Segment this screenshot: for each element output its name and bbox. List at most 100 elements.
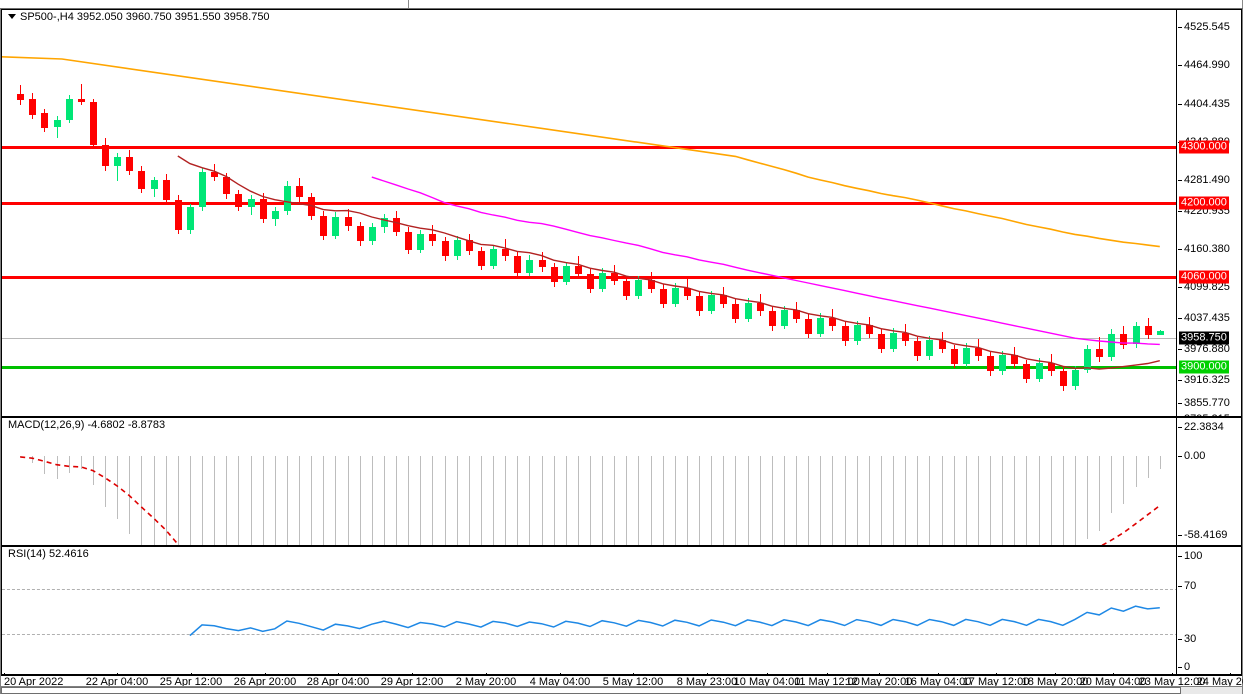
time-axis-label: 17 May 12:00: [962, 676, 1030, 688]
horizontal-scrollbar[interactable]: [1, 686, 1242, 694]
macd-histogram-bar: [81, 456, 82, 470]
candle-body: [29, 98, 36, 115]
candle-body: [805, 318, 812, 334]
candle-wick: [81, 83, 82, 106]
axis-tick: 3855.770: [1178, 397, 1230, 409]
top-strip[interactable]: [0, 0, 1243, 9]
triangle-down-icon[interactable]: [8, 13, 16, 19]
macd-axis[interactable]: 22.3834 0.00 -58.4169: [1176, 418, 1241, 545]
time-axis-tick: [879, 673, 880, 676]
candle-body: [696, 296, 703, 312]
candle-body: [284, 185, 291, 212]
macd-histogram-bar: [638, 456, 639, 545]
time-axis[interactable]: 20 Apr 2022 22 Apr 04:00 25 Apr 12:00 26 Ap…: [1, 673, 1243, 688]
axis-tick: 22.3834: [1178, 421, 1224, 433]
macd-pane[interactable]: 22.3834 0.00 -58.4169 MACD(12,26,9) -4.680…: [1, 417, 1242, 546]
scrollbar-thumb[interactable]: [1, 687, 1181, 694]
candle-body: [817, 317, 824, 334]
price-label-red: 4060.000: [1179, 270, 1229, 284]
time-axis-label: 20 Apr 2022: [4, 676, 64, 688]
candle-body: [866, 325, 873, 334]
axis-tick: 4037.435: [1178, 312, 1230, 324]
macd-histogram-bar: [845, 456, 846, 545]
macd-histogram-bar: [105, 456, 106, 507]
candle-body: [769, 311, 776, 327]
macd-histogram-bar: [857, 456, 858, 545]
macd-histogram-bar: [529, 456, 530, 545]
macd-histogram-bar: [32, 456, 33, 464]
price-chart-pane[interactable]: 4525.5454464.9904404.4354343.8804281.490…: [1, 9, 1242, 417]
candle-body: [720, 295, 727, 304]
candle-body: [902, 332, 909, 342]
candle-body: [660, 288, 667, 304]
macd-histogram-bar: [590, 456, 591, 545]
price-axis[interactable]: 4525.5454464.9904404.4354343.8804281.490…: [1176, 10, 1241, 416]
candle-body: [272, 211, 279, 219]
macd-histogram-bar: [602, 456, 603, 545]
axis-tick: 4099.825: [1178, 281, 1230, 293]
time-axis-label: 2 May 20:00: [455, 676, 517, 688]
candle-body: [54, 120, 61, 127]
time-axis-tick: [767, 673, 768, 676]
macd-header: MACD(12,26,9) -4.6802 -8.8783: [8, 419, 166, 431]
macd-histogram-bar: [384, 456, 385, 545]
axis-tick: 4404.435: [1178, 98, 1230, 110]
macd-histogram-bar: [675, 456, 676, 545]
candle-body: [223, 177, 230, 195]
candle-body: [575, 266, 582, 274]
macd-histogram-bar: [1111, 456, 1112, 514]
axis-tick: 3916.325: [1178, 374, 1230, 386]
candle-body: [90, 101, 97, 145]
price-plot-area[interactable]: [2, 10, 1178, 416]
price-label-red: 4300.000: [1179, 140, 1229, 154]
macd-histogram-bar: [929, 456, 930, 545]
candle-body: [151, 180, 158, 189]
axis-tick: 4464.990: [1178, 59, 1230, 71]
rsi-header: RSI(14) 52.4616: [8, 548, 89, 560]
macd-histogram-bar: [735, 456, 736, 545]
rsi-plot-area[interactable]: [2, 547, 1178, 674]
level-line-current-price[interactable]: [2, 338, 1178, 339]
top-strip-segment[interactable]: [0, 0, 409, 8]
level-line-resistance-4300[interactable]: [2, 146, 1178, 149]
macd-histogram-bar: [154, 456, 155, 545]
candle-body: [1060, 371, 1067, 387]
level-line-support-3900[interactable]: [2, 366, 1178, 369]
symbol-ohlc-label: SP500-,H4 3952.050 3960.750 3951.550 395…: [20, 11, 270, 23]
rsi-axis[interactable]: 100 70 30 0: [1176, 547, 1241, 674]
time-axis-tick: [996, 673, 997, 676]
candle-body: [102, 144, 109, 167]
time-axis-label: 16 May 04:00: [904, 676, 972, 688]
time-axis-tick: [707, 673, 708, 676]
macd-plot-area[interactable]: [2, 418, 1178, 545]
candle-body: [490, 248, 497, 267]
candle-body: [357, 226, 364, 242]
candle-body: [41, 113, 48, 128]
candle-body: [1157, 331, 1164, 335]
candle-body: [975, 347, 982, 357]
macd-histogram-bar: [432, 456, 433, 545]
macd-histogram-bar: [1014, 456, 1015, 545]
macd-histogram-bar: [1063, 456, 1064, 545]
macd-histogram-bar: [372, 456, 373, 545]
candle-body: [187, 207, 194, 230]
candle-body: [393, 217, 400, 232]
candle-body: [320, 215, 327, 237]
level-line-resistance-4200[interactable]: [2, 202, 1178, 205]
candle-body: [939, 340, 946, 349]
macd-histogram-bar: [493, 456, 494, 545]
candle-body: [345, 216, 352, 227]
candle-body: [623, 281, 630, 297]
time-axis-tick: [412, 673, 413, 676]
candle-body: [587, 273, 594, 289]
candle-body: [672, 287, 679, 304]
top-strip-segment[interactable]: [409, 0, 1243, 8]
rsi-pane[interactable]: 100 70 30 0 RSI(14) 52.4616: [1, 546, 1242, 675]
macd-histogram-bar: [457, 456, 458, 545]
candle-body: [890, 332, 897, 349]
time-axis-tick: [4, 673, 5, 676]
candle-body: [369, 227, 376, 242]
macd-histogram-bar: [954, 456, 955, 545]
time-axis-label: 20 May 04:00: [1079, 676, 1147, 688]
time-axis-tick: [1230, 673, 1231, 676]
